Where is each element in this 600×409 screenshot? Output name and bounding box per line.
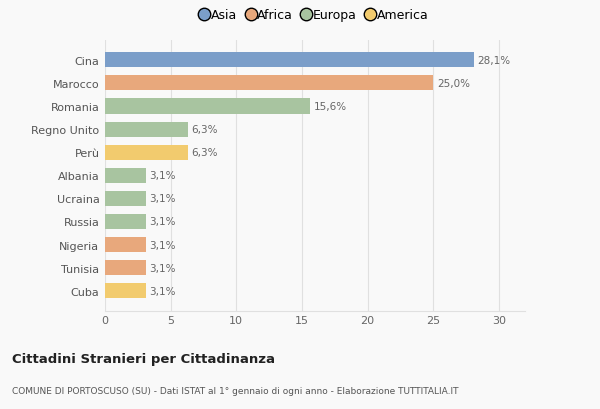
Text: 3,1%: 3,1%	[149, 286, 176, 296]
Text: 3,1%: 3,1%	[149, 194, 176, 204]
Bar	[105, 214, 146, 229]
Legend: Asia, Africa, Europa, America: Asia, Africa, Europa, America	[201, 9, 429, 22]
Text: 6,3%: 6,3%	[191, 125, 218, 135]
Text: 6,3%: 6,3%	[191, 148, 218, 158]
Bar	[105, 145, 188, 160]
Text: 28,1%: 28,1%	[478, 56, 511, 66]
Bar	[105, 283, 146, 299]
Text: 25,0%: 25,0%	[437, 79, 470, 89]
Text: 3,1%: 3,1%	[149, 217, 176, 227]
Bar	[105, 122, 188, 137]
Text: Cittadini Stranieri per Cittadinanza: Cittadini Stranieri per Cittadinanza	[12, 352, 275, 365]
Text: 15,6%: 15,6%	[314, 102, 347, 112]
Bar	[105, 238, 146, 252]
Bar	[105, 53, 474, 68]
Bar	[105, 169, 146, 183]
Bar	[105, 76, 433, 91]
Text: 3,1%: 3,1%	[149, 263, 176, 273]
Text: COMUNE DI PORTOSCUSO (SU) - Dati ISTAT al 1° gennaio di ogni anno - Elaborazione: COMUNE DI PORTOSCUSO (SU) - Dati ISTAT a…	[12, 386, 458, 395]
Text: 3,1%: 3,1%	[149, 171, 176, 181]
Bar	[105, 191, 146, 207]
Bar	[105, 99, 310, 114]
Bar	[105, 261, 146, 276]
Text: 3,1%: 3,1%	[149, 240, 176, 250]
